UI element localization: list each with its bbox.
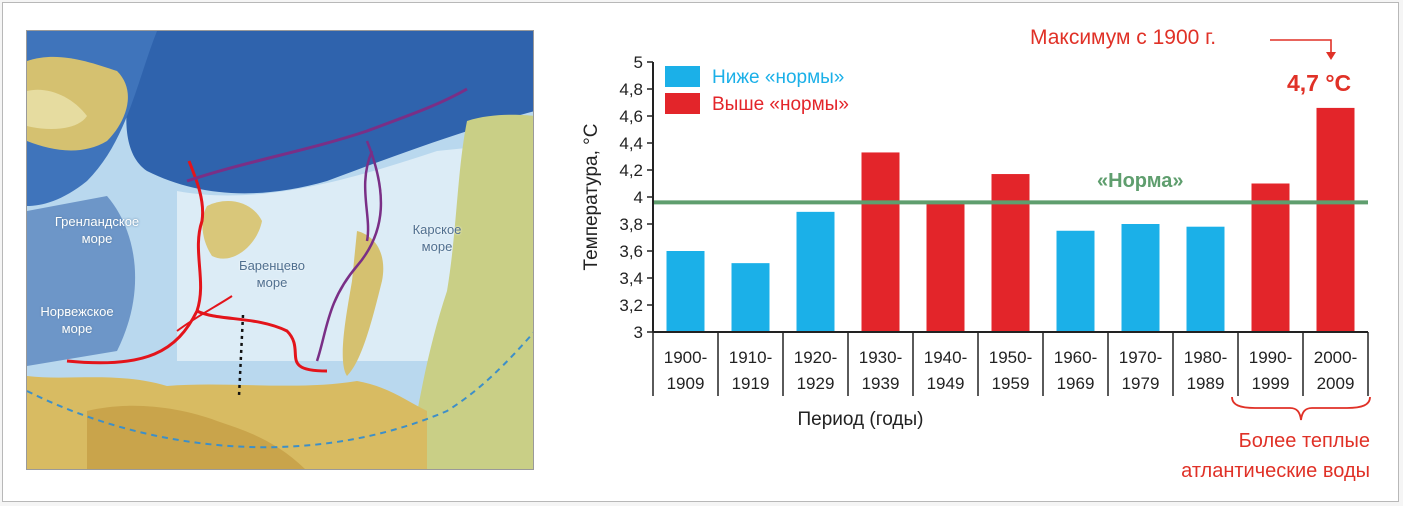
max-value-label: 4,7 °С [1287,70,1352,96]
x-tick-label-line1: 1930- [859,348,902,367]
bar-1960-1969 [1056,230,1095,332]
novaya-zemlya [342,231,384,376]
atlantic-current-east [196,309,328,373]
map-graphic [27,31,533,469]
y-tick-label: 3,4 [619,269,643,288]
bar-1980-1989 [1186,226,1225,332]
atlantic-current-north [66,160,205,365]
x-tick-label-line2: 1959 [992,374,1030,393]
greenland-sea-label: Гренландское море [54,214,140,246]
y-axis-title: Температура, °С [581,124,602,271]
x-tick-label-line2: 1919 [732,374,770,393]
x-tick-label-line2: 1969 [1057,374,1095,393]
deep-water [126,31,533,194]
svalbard-land [202,201,262,259]
max-arrow-head [1326,52,1336,60]
y-tick-label: 5 [634,53,643,72]
x-tick-label-line2: 1929 [797,374,835,393]
warmer-waters-note-line1: Более теплые [1238,430,1370,452]
y-tick-label: 4 [634,188,643,207]
max-since-1900-note: Максимум с 1900 г. [1030,26,1217,49]
bar-1940-1949 [926,202,965,332]
arctic-current-branch [363,150,374,242]
recent-decades-brace [1231,396,1371,421]
x-tick-label-line2: 1999 [1252,374,1290,393]
warmer-waters-note-line2: атлантические воды [1181,460,1370,482]
kara-sea-label: Карское море [412,222,462,254]
x-tick-label-line1: 1950- [989,348,1032,367]
x-tick-label-line1: 1970- [1119,348,1162,367]
x-tick-label-line2: 1989 [1187,374,1225,393]
y-tick-label: 4,6 [619,107,643,126]
x-tick-label-line1: 1940- [924,348,967,367]
x-tick-label-line2: 1909 [667,374,705,393]
legend-swatch-above [665,93,700,114]
x-tick-label-line1: 1920- [794,348,837,367]
legend-label-above: Выше «нормы» [712,94,849,115]
x-axis-title: Период (годы) [798,409,924,430]
x-tick-label-line2: 1949 [927,374,965,393]
greenland-ice [27,89,87,129]
x-tick-label-line1: 1910- [729,348,772,367]
bar-1920-1929 [796,211,835,332]
scandinavia-hills [87,405,305,469]
bar-1990-1999 [1251,183,1290,332]
norwegian-deep-water [27,196,136,366]
bar-1970-1979 [1121,224,1160,332]
warmer-waters-note: Более теплые атлантические воды [1110,426,1370,486]
y-tick-label: 3,8 [619,215,643,234]
x-tick-label-line2: 1979 [1122,374,1160,393]
siberia-land [407,114,533,469]
y-tick-label: 4,2 [619,161,643,180]
arctic-circle [27,331,533,449]
barents-sea-map: Гренландское море Норвежское море Баренц… [26,30,534,470]
x-tick-label-line1: 1990- [1249,348,1292,367]
atlantic-current-branch [176,295,233,332]
x-tick-label-line1: 1900- [664,348,707,367]
bar-1930-1939 [861,152,900,332]
y-tick-label: 4,8 [619,80,643,99]
bar-1910-1919 [731,263,770,332]
legend-swatch-below [665,66,700,87]
legend-label-below: Ниже «нормы» [712,67,844,88]
bar-1900-1909 [666,251,705,332]
y-tick-label: 4,4 [619,134,643,153]
x-tick-label-line1: 1980- [1184,348,1227,367]
barents-sea-label: Баренцево море [239,258,305,290]
norwegian-sea-label: Норвежское море [40,304,114,336]
x-tick-label-line2: 1939 [862,374,900,393]
bar-2000-2009 [1316,107,1355,333]
x-tick-label-line2: 2009 [1317,374,1355,393]
max-arrow [1270,39,1332,55]
bar-1950-1959 [991,174,1030,332]
arctic-current-west [315,140,383,362]
y-tick-label: 3,2 [619,296,643,315]
x-tick-label-line1: 1960- [1054,348,1097,367]
y-tick-label: 3 [634,323,643,342]
arctic-current-top [186,87,468,183]
norm-label: «Норма» [1097,170,1184,192]
x-tick-label-line1: 2000- [1314,348,1357,367]
y-tick-label: 3,6 [619,242,643,261]
